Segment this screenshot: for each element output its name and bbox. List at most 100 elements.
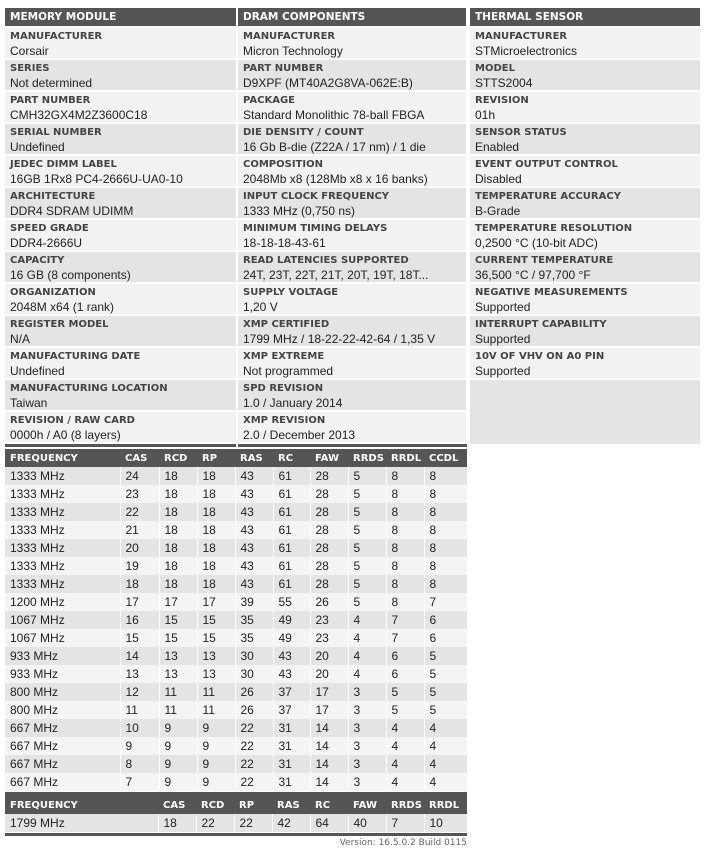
table-cell: 9 — [158, 755, 197, 773]
column-header: RRDS — [386, 796, 424, 814]
info-label: TEMPERATURE ACCURACY — [475, 191, 621, 202]
table-cell: 9 — [119, 737, 159, 755]
table-cell: 61 — [272, 539, 310, 557]
table-row: 667 MHz 7 9 9 22 31 14 3 4 4 — [5, 773, 467, 791]
table-row: 933 MHz 13 13 13 30 43 20 4 6 5 — [5, 665, 467, 683]
table-cell: 28 — [309, 539, 348, 557]
table-cell: 43 — [272, 647, 310, 665]
table-cell: 8 — [385, 557, 424, 575]
info-item: PACKAGE Standard Monolithic 78-ball FBGA — [238, 92, 466, 124]
info-value: 1,20 V — [243, 300, 278, 314]
info-value: 36,500 °C / 97,700 °F — [475, 268, 591, 282]
table-cell: 28 — [309, 521, 348, 539]
info-label: SENSOR STATUS — [475, 127, 567, 138]
table-cell: 8 — [385, 485, 424, 503]
table-cell: 42 — [271, 814, 310, 832]
info-label: CAPACITY — [10, 255, 65, 266]
info-item: REGISTER MODEL N/A — [5, 316, 236, 348]
table-cell: 8 — [423, 503, 467, 521]
column-header: RAS — [235, 449, 273, 467]
info-label: PACKAGE — [243, 95, 296, 106]
table-cell: 5 — [347, 557, 386, 575]
table-cell: 18 — [157, 814, 196, 832]
table-cell: 28 — [309, 485, 348, 503]
info-item: PART NUMBER D9XPF (MT40A2G8VA-062E:B) — [238, 60, 466, 92]
info-item: READ LATENCIES SUPPORTED 24T, 23T, 22T, 2… — [238, 252, 466, 284]
divider — [5, 833, 467, 836]
table-cell: 9 — [196, 737, 235, 755]
info-label: SPEED GRADE — [10, 223, 89, 234]
table-cell: 24 — [119, 467, 159, 485]
info-label: XMP EXTREME — [243, 351, 325, 362]
info-label: REGISTER MODEL — [10, 319, 109, 330]
column-header: FREQUENCY — [5, 449, 120, 467]
table-cell: 18 — [196, 485, 235, 503]
info-item: ORGANIZATION 2048M x64 (1 rank) — [5, 284, 236, 316]
info-item: INPUT CLOCK FREQUENCY 1333 MHz (0,750 ns) — [238, 188, 466, 220]
info-item: SENSOR STATUS Enabled — [470, 124, 700, 156]
table-cell: 22 — [234, 773, 273, 791]
table-cell: 13 — [158, 647, 197, 665]
info-value: 0000h / A0 (8 layers) — [10, 428, 121, 442]
table-cell: 18 — [196, 557, 235, 575]
info-label: SPD REVISION — [243, 383, 324, 394]
info-value: B-Grade — [475, 204, 521, 218]
table-cell: 11 — [158, 683, 197, 701]
table-cell: 4 — [347, 629, 386, 647]
table-cell: 7 — [119, 773, 159, 791]
table-row: 1333 MHz 19 18 18 43 61 28 5 8 8 — [5, 557, 467, 575]
info-label: SUPPLY VOLTAGE — [243, 287, 339, 298]
column-header: RC — [273, 449, 310, 467]
info-item: JEDEC DIMM LABEL 16GB 1Rx8 PC4-2666U-UA0-… — [5, 156, 236, 188]
info-value: 18-18-18-43-61 — [243, 236, 326, 250]
table-row: 1200 MHz 17 17 17 39 55 26 5 8 7 — [5, 593, 467, 611]
info-label: NEGATIVE MEASUREMENTS — [475, 287, 628, 298]
info-label: MINIMUM TIMING DELAYS — [243, 223, 388, 234]
table-cell: 5 — [423, 683, 467, 701]
table-cell: 64 — [309, 814, 348, 832]
table-cell: 5 — [347, 521, 386, 539]
info-label: READ LATENCIES SUPPORTED — [243, 255, 409, 266]
info-value: Not determined — [10, 76, 93, 90]
table-header-row: FREQUENCY CAS RCD RP RAS RC FAW RRDS RRDL — [5, 796, 467, 814]
table-cell: 31 — [272, 737, 310, 755]
table-row: 1333 MHz 20 18 18 43 61 28 5 8 8 — [5, 539, 467, 557]
table-cell: 61 — [272, 557, 310, 575]
table-cell: 3 — [347, 773, 386, 791]
table-cell: 18 — [119, 575, 159, 593]
table-cell: 39 — [234, 593, 273, 611]
table-cell: 8 — [423, 575, 467, 593]
table-cell: 18 — [196, 575, 235, 593]
divider — [238, 444, 467, 447]
table-cell: 35 — [234, 629, 273, 647]
table-cell: 8 — [385, 575, 424, 593]
info-label: COMPOSITION — [243, 159, 323, 170]
table-row: 800 MHz 11 11 11 26 37 17 3 5 5 — [5, 701, 467, 719]
table-cell: 1333 MHz — [5, 575, 120, 593]
table-cell: 61 — [272, 575, 310, 593]
info-value: STTS2004 — [475, 76, 533, 90]
column-header: RRDL — [386, 449, 424, 467]
table-cell: 17 — [158, 593, 197, 611]
info-label: 10V OF VHV ON A0 PIN — [475, 351, 605, 362]
table-cell: 667 MHz — [5, 773, 120, 791]
info-label: SERIES — [10, 63, 50, 74]
info-item: CAPACITY 16 GB (8 components) — [5, 252, 236, 284]
table-cell: 61 — [272, 467, 310, 485]
column-header: CAS — [120, 449, 159, 467]
table-cell: 5 — [423, 665, 467, 683]
info-item: DIE DENSITY / COUNT 16 Gb B-die (Z22A / 1… — [238, 124, 466, 156]
info-value: Supported — [475, 300, 531, 314]
info-label: DIE DENSITY / COUNT — [243, 127, 364, 138]
info-value: DDR4 SDRAM UDIMM — [10, 204, 134, 218]
table-cell: 16 — [119, 611, 159, 629]
info-item: MANUFACTURER Micron Technology — [238, 28, 466, 60]
table-cell: 11 — [196, 683, 235, 701]
table-cell: 8 — [119, 755, 159, 773]
table-cell: 9 — [196, 719, 235, 737]
table-cell: 5 — [385, 683, 424, 701]
info-label: XMP REVISION — [243, 415, 326, 426]
table-cell: 7 — [385, 629, 424, 647]
table-cell: 14 — [309, 719, 348, 737]
table-cell: 8 — [385, 539, 424, 557]
